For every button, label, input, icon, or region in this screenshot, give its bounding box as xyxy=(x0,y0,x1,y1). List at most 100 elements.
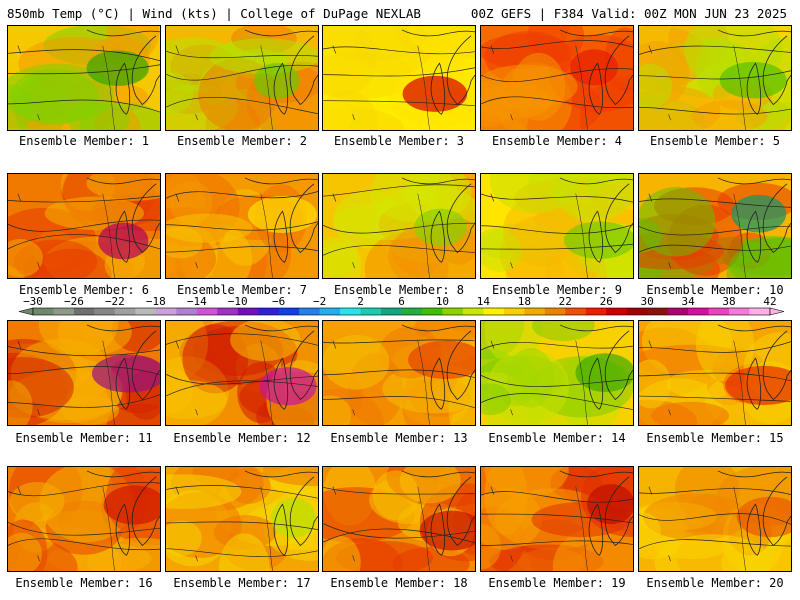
colorbar-segment xyxy=(421,308,443,315)
colorbar-tick-label: −2 xyxy=(313,296,326,308)
temperature-field-map xyxy=(323,26,475,130)
ensemble-member-label: Ensemble Member: 17 xyxy=(173,576,311,590)
temperature-field-map xyxy=(8,26,160,130)
temperature-colorbar: −30 −26 −22 −18 −14 −10 −6 −2 2 6 10 14 18 22 26 30 34 38… xyxy=(18,296,785,316)
ensemble-map-panel xyxy=(638,25,792,131)
colorbar-segment xyxy=(278,308,300,315)
colorbar-segment xyxy=(33,308,54,315)
ensemble-map-panel xyxy=(322,466,476,572)
temperature-field-map xyxy=(639,467,791,571)
colorbar-segment xyxy=(749,308,771,315)
ensemble-map-panel xyxy=(165,173,319,279)
colorbar-segment xyxy=(462,308,484,315)
colorbar-tick-label: 18 xyxy=(518,296,531,308)
colorbar-segment xyxy=(565,308,587,315)
colorbar-segment xyxy=(503,308,525,315)
colorbar-segment xyxy=(237,308,259,315)
colorbar-tick-label: 22 xyxy=(559,296,572,308)
ensemble-member-label: Ensemble Member: 20 xyxy=(646,576,784,590)
colorbar-segment xyxy=(729,308,750,315)
colorbar-segment xyxy=(258,308,280,315)
colorbar-segment xyxy=(73,308,95,315)
ensemble-map-panel xyxy=(7,173,161,279)
temperature-field-map xyxy=(481,321,633,425)
colorbar-segment xyxy=(94,308,116,315)
ensemble-map-panel xyxy=(7,320,161,426)
colorbar-segment xyxy=(606,308,628,315)
ensemble-member-label: Ensemble Member: 8 xyxy=(333,283,465,297)
ensemble-map-panel xyxy=(165,25,319,131)
ensemble-member-label: Ensemble Member: 2 xyxy=(176,134,308,148)
ensemble-member-label: Ensemble Member: 5 xyxy=(649,134,781,148)
ensemble-map-panel xyxy=(322,25,476,131)
colorbar-segment xyxy=(299,308,321,315)
ensemble-member-label: Ensemble Member: 3 xyxy=(333,134,465,148)
colorbar-segment xyxy=(483,308,505,315)
ensemble-member-label: Ensemble Member: 14 xyxy=(488,431,626,445)
colorbar-min-arrow xyxy=(18,307,34,316)
ensemble-member-label: Ensemble Member: 10 xyxy=(646,283,784,297)
title-left: 850mb Temp (°C) | Wind (kts) | College o… xyxy=(7,6,421,21)
colorbar-segment xyxy=(217,308,239,315)
colorbar-tick-label: 10 xyxy=(436,296,449,308)
colorbar-tick-label: −14 xyxy=(187,296,207,308)
colorbar-tick-label: −10 xyxy=(228,296,248,308)
colorbar-segment xyxy=(647,308,669,315)
ensemble-member-label: Ensemble Member: 1 xyxy=(18,134,150,148)
colorbar-segment xyxy=(319,308,341,315)
ensemble-member-label: Ensemble Member: 4 xyxy=(491,134,623,148)
ensemble-member-label: Ensemble Member: 9 xyxy=(491,283,623,297)
temperature-field-map xyxy=(8,174,160,278)
colorbar-segment xyxy=(544,308,566,315)
temperature-field-map xyxy=(323,321,475,425)
temperature-field-map xyxy=(166,26,318,130)
ensemble-member-label: Ensemble Member: 13 xyxy=(330,431,468,445)
ensemble-map-panel xyxy=(638,466,792,572)
colorbar-segment xyxy=(381,308,402,315)
colorbar-segment xyxy=(585,308,607,315)
colorbar-segment xyxy=(340,308,361,315)
colorbar-tick-label: −6 xyxy=(272,296,285,308)
temperature-field-map xyxy=(323,174,475,278)
ensemble-map-panel xyxy=(322,320,476,426)
temperature-field-map xyxy=(481,26,633,130)
temperature-field-map xyxy=(323,467,475,571)
temperature-field-map xyxy=(639,174,791,278)
colorbar-segment xyxy=(176,308,198,315)
colorbar-tick-label: 42 xyxy=(763,296,776,308)
colorbar-tick-label: 14 xyxy=(477,296,491,308)
colorbar-segment xyxy=(667,308,689,315)
ensemble-map-panel xyxy=(322,173,476,279)
ensemble-map-panel xyxy=(480,466,634,572)
colorbar-segment xyxy=(708,308,730,315)
ensemble-member-label: Ensemble Member: 18 xyxy=(330,576,468,590)
colorbar-tick-label: −30 xyxy=(23,296,43,308)
temperature-field-map xyxy=(481,174,633,278)
colorbar-segment xyxy=(626,308,648,315)
ensemble-map-panel xyxy=(165,320,319,426)
temperature-field-map xyxy=(639,26,791,130)
ensemble-member-label: Ensemble Member: 16 xyxy=(15,576,153,590)
colorbar-segment xyxy=(360,308,382,315)
ensemble-map-panel xyxy=(165,466,319,572)
temperature-field-map xyxy=(481,467,633,571)
temperature-field-map xyxy=(639,321,791,425)
temperature-field-map xyxy=(8,467,160,571)
colorbar-tick-label: 30 xyxy=(641,296,654,308)
ensemble-map-panel xyxy=(638,173,792,279)
ensemble-member-label: Ensemble Member: 6 xyxy=(18,283,150,297)
ensemble-map-panel xyxy=(7,466,161,572)
ensemble-member-label: Ensemble Member: 12 xyxy=(173,431,311,445)
ensemble-member-label: Ensemble Member: 19 xyxy=(488,576,626,590)
ensemble-member-label: Ensemble Member: 15 xyxy=(646,431,784,445)
colorbar-segment xyxy=(442,308,464,315)
ensemble-member-label: Ensemble Member: 7 xyxy=(176,283,308,297)
title-right: 00Z GEFS | F384 Valid: 00Z MON JUN 23 20… xyxy=(470,6,787,21)
colorbar-tick-label: −22 xyxy=(105,296,125,308)
ensemble-map-panel xyxy=(480,320,634,426)
temperature-field-map xyxy=(8,321,160,425)
ensemble-map-panel xyxy=(638,320,792,426)
ensemble-map-panel xyxy=(7,25,161,131)
colorbar-segment xyxy=(155,308,177,315)
temperature-field-map xyxy=(166,321,318,425)
